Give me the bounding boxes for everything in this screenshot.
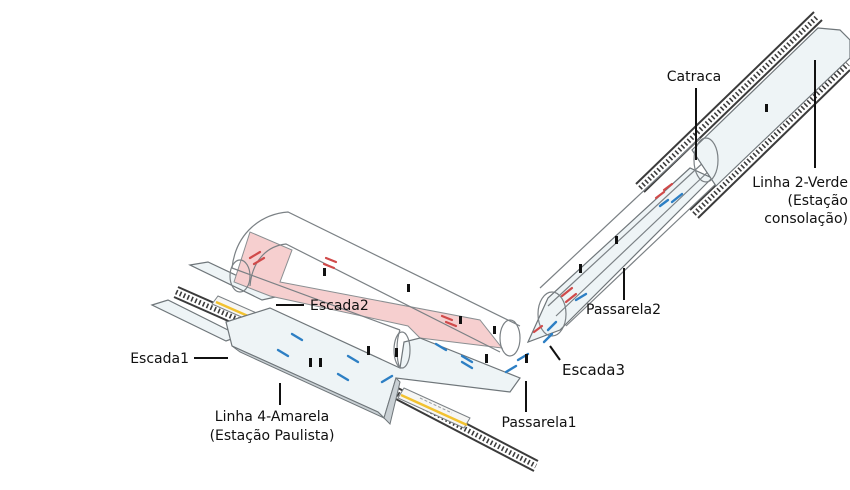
- label-passarela1: Passarela1: [502, 415, 577, 431]
- pedestrian-figures: [309, 104, 768, 367]
- pink-corridor: [229, 211, 521, 357]
- blue-flow-markers: [276, 192, 684, 384]
- linha2-hall: [691, 27, 850, 187]
- label-escada1: Escada1: [130, 351, 189, 367]
- passarela2-tube: [526, 137, 721, 344]
- train-linha4-bottom: [397, 387, 471, 429]
- label-escada2: Escada2: [310, 298, 369, 314]
- label-linha2-line2: (Estação: [787, 193, 848, 209]
- label-linha4-line1: Linha 4-Amarela: [215, 409, 329, 425]
- label-linha2-line3: consolação): [764, 211, 848, 227]
- label-passarela2: Passarela2: [586, 302, 661, 318]
- label-linha4-line2: (Estação Paulista): [210, 428, 335, 444]
- escada3-leader: [549, 345, 561, 361]
- label-linha2-line1: Linha 2-Verde: [752, 175, 848, 191]
- label-escada3: Escada3: [562, 361, 625, 379]
- label-catraca: Catraca: [667, 69, 721, 85]
- passarela1-floor: [225, 307, 521, 425]
- red-flow-markers: [248, 182, 674, 334]
